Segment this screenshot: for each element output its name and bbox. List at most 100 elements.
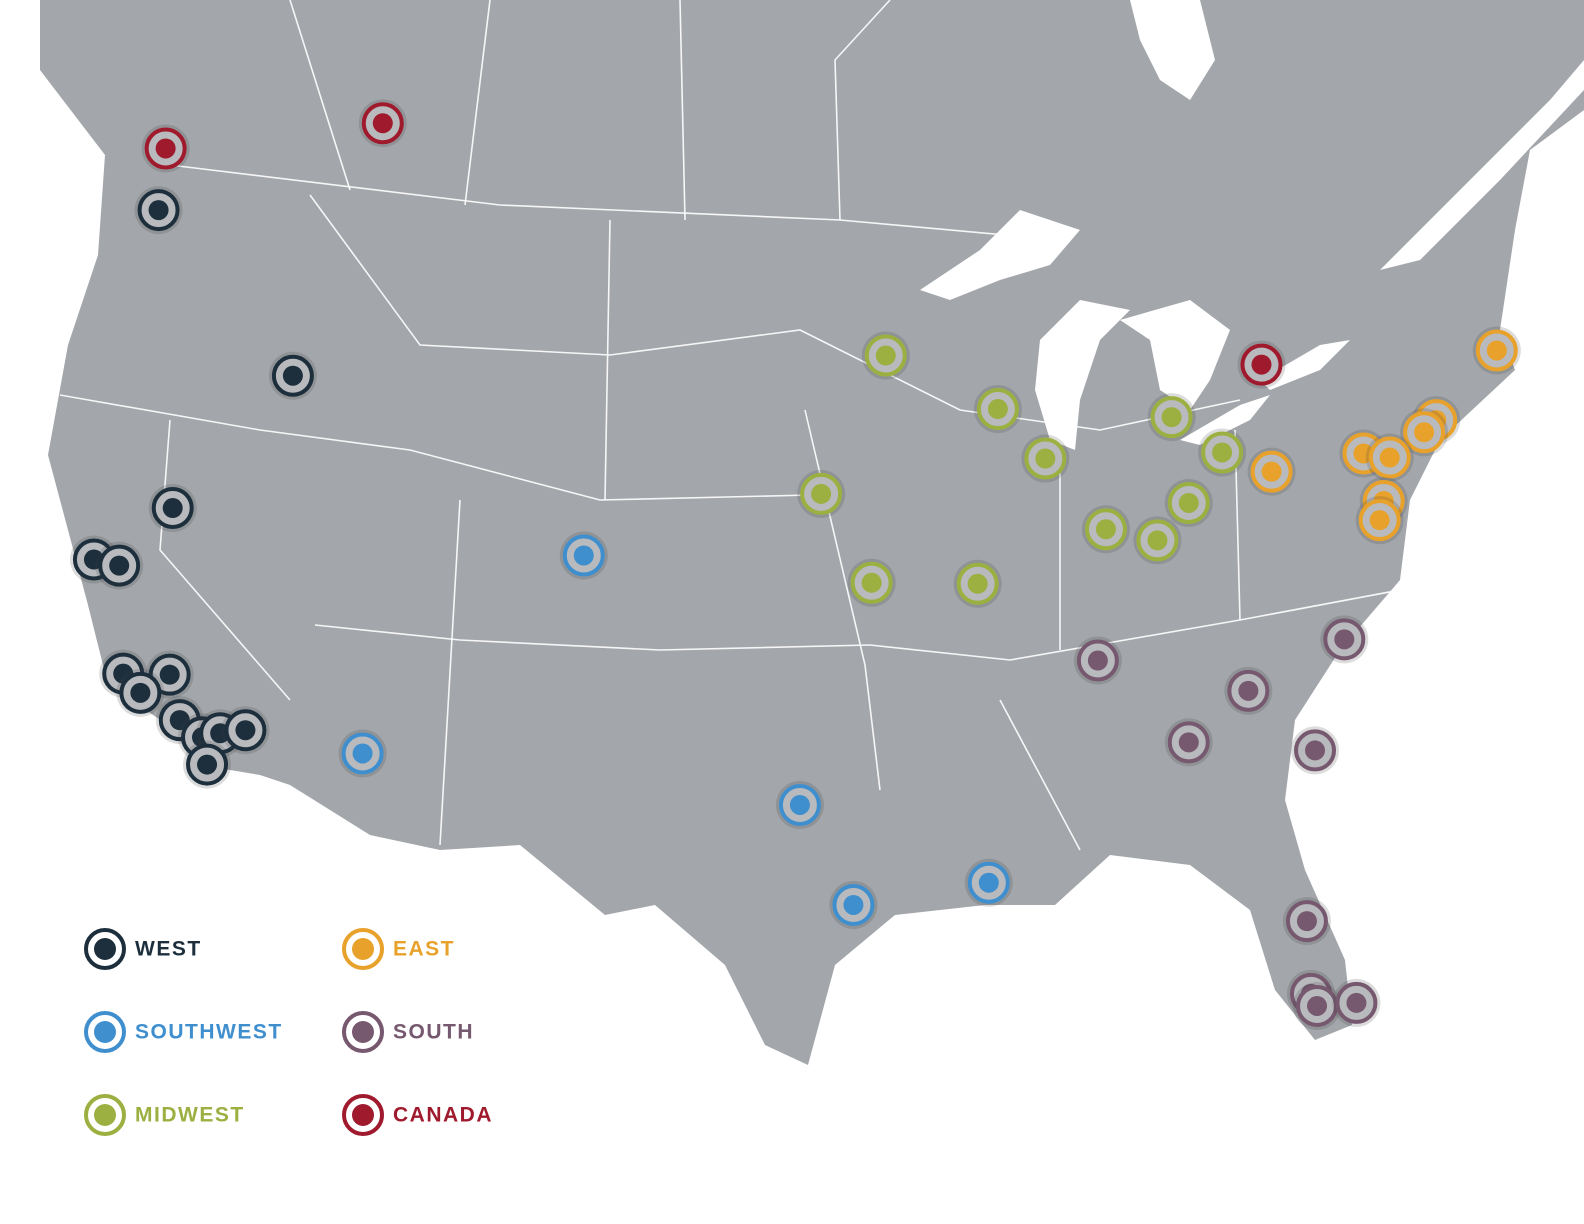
marker-dot — [169, 710, 190, 731]
land — [40, 0, 1584, 1065]
location-marker — [116, 668, 165, 717]
legend-dot — [352, 1021, 374, 1043]
marker-dot — [967, 573, 988, 594]
location-marker — [973, 385, 1022, 434]
marker-dot — [573, 545, 594, 566]
legend: WEST SOUTHWEST MIDWEST EAST SOUTH CANADA — [84, 928, 493, 1136]
marker-dot — [162, 498, 183, 519]
legend-label: SOUTHWEST — [135, 1021, 283, 1044]
legend-item: SOUTHWEST — [84, 1011, 283, 1053]
marker-dot — [197, 754, 218, 775]
marker-dot — [1296, 911, 1317, 932]
marker-dot — [1251, 354, 1272, 375]
legend-item: SOUTH — [342, 1011, 474, 1053]
legend-item: CANADA — [342, 1094, 493, 1136]
marker-dot — [1161, 407, 1182, 428]
marker-dot — [875, 345, 896, 366]
lake — [1035, 300, 1130, 450]
location-marker — [861, 331, 910, 380]
location-marker — [1133, 516, 1182, 565]
marker-dot — [1261, 461, 1282, 482]
legend-label: SOUTH — [393, 1021, 474, 1044]
marker-dot — [987, 399, 1008, 420]
marker-dot — [1178, 732, 1199, 753]
location-marker — [1472, 326, 1521, 375]
location-marker — [1320, 615, 1369, 664]
location-marker — [183, 740, 232, 789]
marker-dot — [1087, 650, 1108, 671]
legend-item: WEST — [84, 928, 202, 970]
location-marker — [358, 99, 407, 148]
marker-dot — [1305, 740, 1326, 761]
marker-dot — [1414, 422, 1435, 443]
lake — [920, 210, 1080, 300]
legend-label: EAST — [393, 938, 455, 961]
marker-dot — [789, 794, 810, 815]
legend-dot — [94, 1104, 116, 1126]
location-marker — [338, 729, 387, 778]
legend-dot — [352, 1104, 374, 1126]
lake — [1120, 300, 1230, 410]
marker-dot — [148, 200, 169, 221]
legend-dot — [352, 938, 374, 960]
location-marker — [1147, 393, 1196, 442]
markers — [69, 99, 1521, 1030]
marker-dot — [843, 894, 864, 915]
marker-dot — [235, 720, 256, 741]
location-marker — [829, 880, 878, 929]
location-marker — [1365, 433, 1414, 482]
legend-label: MIDWEST — [135, 1104, 245, 1127]
location-marker — [1164, 478, 1213, 527]
location-marker — [964, 858, 1013, 907]
legend-item: EAST — [342, 928, 455, 970]
legend-dot — [94, 1021, 116, 1043]
location-marker — [1164, 718, 1213, 767]
location-marker — [134, 186, 183, 235]
marker-dot — [1369, 510, 1390, 531]
marker-dot — [282, 365, 303, 386]
marker-dot — [155, 138, 176, 159]
location-marker — [1332, 978, 1381, 1027]
marker-dot — [130, 682, 151, 703]
marker-dot — [1212, 442, 1233, 463]
location-marker — [1293, 981, 1342, 1030]
marker-dot — [1147, 530, 1168, 551]
border — [169, 164, 1061, 241]
marker-dot — [1095, 519, 1116, 540]
location-marker — [797, 469, 846, 518]
legend-label: CANADA — [393, 1104, 493, 1127]
marker-dot — [159, 664, 180, 685]
location-marker — [1073, 636, 1122, 685]
location-marker — [1021, 434, 1070, 483]
marker-dot — [1346, 992, 1367, 1013]
marker-dot — [1486, 340, 1507, 361]
bay — [1130, 0, 1215, 100]
location-marker — [1291, 726, 1340, 775]
marker-dot — [372, 113, 393, 134]
location-marker — [1224, 666, 1273, 715]
marker-dot — [978, 872, 999, 893]
location-marker — [847, 558, 896, 607]
location-marker — [1198, 428, 1247, 477]
location-marker — [1247, 447, 1296, 496]
location-marker — [953, 559, 1002, 608]
marker-dot — [109, 555, 130, 576]
legend-dot — [94, 938, 116, 960]
location-marker — [141, 124, 190, 173]
location-marker — [775, 780, 824, 829]
location-marker — [1282, 897, 1331, 946]
border — [309, 194, 1241, 431]
marker-dot — [1334, 629, 1355, 650]
location-marker — [148, 484, 197, 533]
legend-item: MIDWEST — [84, 1094, 245, 1136]
legend-label: WEST — [135, 938, 202, 961]
border — [59, 394, 811, 501]
location-marker — [268, 351, 317, 400]
location-marker — [559, 531, 608, 580]
location-marker — [1237, 340, 1286, 389]
marker-dot — [1238, 680, 1259, 701]
lake — [1260, 340, 1350, 390]
marker-dot — [1307, 995, 1328, 1016]
location-marker — [221, 706, 270, 755]
